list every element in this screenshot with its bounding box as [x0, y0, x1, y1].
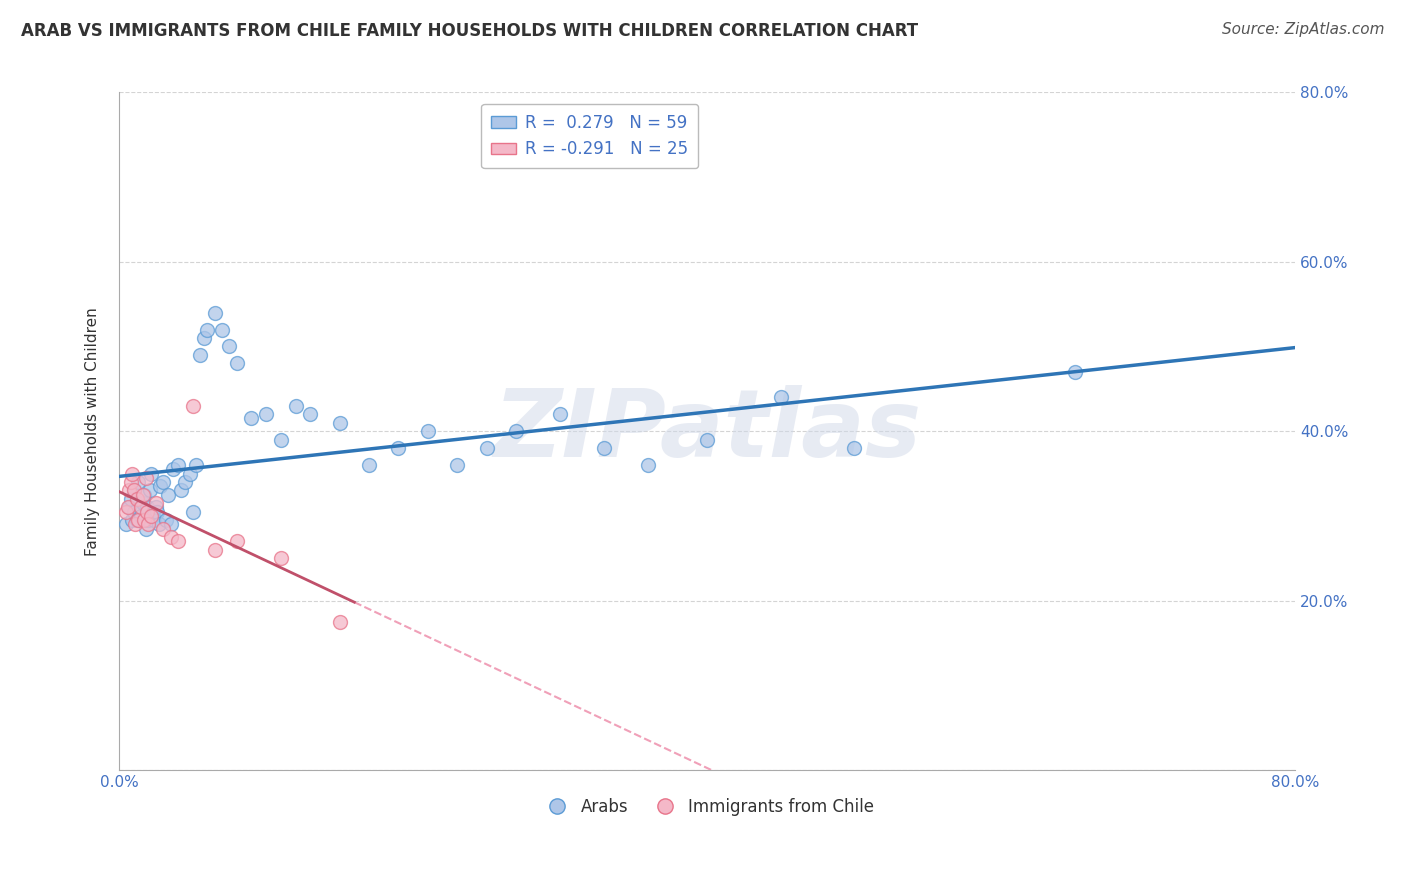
Point	[115, 505, 138, 519]
Point	[122, 505, 145, 519]
Point	[193, 331, 215, 345]
Point	[145, 500, 167, 515]
Point	[152, 522, 174, 536]
Point	[115, 517, 138, 532]
Point	[124, 517, 146, 532]
Point	[132, 513, 155, 527]
Point	[593, 441, 616, 455]
Point	[225, 356, 247, 370]
Text: ZIPatlas: ZIPatlas	[494, 385, 921, 477]
Point	[299, 407, 322, 421]
Point	[122, 483, 145, 498]
Point	[145, 496, 167, 510]
Point	[637, 458, 659, 472]
Point	[118, 500, 141, 515]
Point	[121, 467, 143, 481]
Point	[148, 517, 170, 532]
Point	[195, 322, 218, 336]
Point	[162, 462, 184, 476]
Point	[132, 488, 155, 502]
Point	[211, 322, 233, 336]
Y-axis label: Family Households with Children: Family Households with Children	[86, 307, 100, 556]
Point	[181, 505, 204, 519]
Point	[254, 407, 277, 421]
Point	[1063, 365, 1085, 379]
Point	[505, 424, 527, 438]
Point	[174, 475, 197, 489]
Point	[125, 491, 148, 506]
Point	[134, 471, 156, 485]
Point	[143, 513, 166, 527]
Point	[170, 483, 193, 498]
Point	[357, 458, 380, 472]
Point	[122, 483, 145, 498]
Point	[769, 390, 792, 404]
Point	[329, 416, 352, 430]
Point	[125, 513, 148, 527]
Text: Source: ZipAtlas.com: Source: ZipAtlas.com	[1222, 22, 1385, 37]
Point	[131, 496, 153, 510]
Point	[844, 441, 866, 455]
Point	[117, 500, 139, 515]
Point	[146, 505, 169, 519]
Point	[225, 534, 247, 549]
Point	[204, 305, 226, 319]
Point	[120, 475, 142, 489]
Point	[120, 491, 142, 506]
Point	[129, 508, 152, 523]
Point	[270, 433, 292, 447]
Point	[240, 411, 263, 425]
Point	[131, 488, 153, 502]
Point	[155, 513, 177, 527]
Point	[179, 467, 201, 481]
Point	[696, 433, 718, 447]
Point	[329, 615, 352, 629]
Point	[184, 458, 207, 472]
Point	[156, 488, 179, 502]
Text: ARAB VS IMMIGRANTS FROM CHILE FAMILY HOUSEHOLDS WITH CHILDREN CORRELATION CHART: ARAB VS IMMIGRANTS FROM CHILE FAMILY HOU…	[21, 22, 918, 40]
Point	[152, 475, 174, 489]
Point	[416, 424, 439, 438]
Point	[218, 339, 240, 353]
Point	[270, 551, 292, 566]
Point	[159, 517, 181, 532]
Point	[142, 508, 165, 523]
Point	[141, 508, 163, 523]
Point	[136, 500, 159, 515]
Point	[127, 513, 149, 527]
Point	[127, 475, 149, 489]
Point	[159, 530, 181, 544]
Point	[181, 399, 204, 413]
Point	[188, 348, 211, 362]
Point	[475, 441, 498, 455]
Point	[139, 483, 162, 498]
Point	[284, 399, 307, 413]
Point	[167, 458, 190, 472]
Legend: Arabs, Immigrants from Chile: Arabs, Immigrants from Chile	[534, 791, 880, 822]
Point	[149, 479, 172, 493]
Point	[136, 505, 159, 519]
Point	[129, 500, 152, 515]
Point	[204, 542, 226, 557]
Point	[121, 513, 143, 527]
Point	[138, 513, 160, 527]
Point	[548, 407, 571, 421]
Point	[138, 517, 160, 532]
Point	[141, 467, 163, 481]
Point	[167, 534, 190, 549]
Point	[446, 458, 468, 472]
Point	[118, 483, 141, 498]
Point	[387, 441, 409, 455]
Point	[134, 522, 156, 536]
